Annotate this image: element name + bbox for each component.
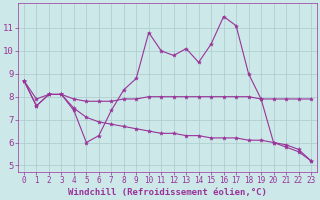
X-axis label: Windchill (Refroidissement éolien,°C): Windchill (Refroidissement éolien,°C) xyxy=(68,188,267,197)
